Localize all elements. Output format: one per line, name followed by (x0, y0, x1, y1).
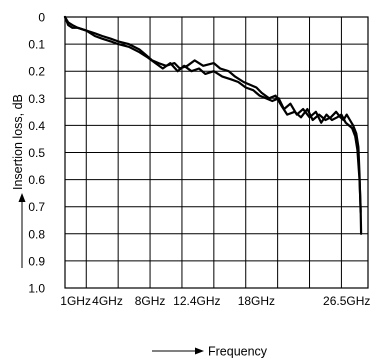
y-tick-label: 0.1 (28, 38, 45, 52)
plot-frame (64, 16, 369, 289)
y-tick-label: 0.6 (28, 173, 45, 187)
x-tick-label: 26.5GHz (323, 294, 370, 308)
series-layer (63, 15, 363, 235)
y-tick-labels: 0 0.1 0.2 0.3 0.4 0.5 0.6 0.7 0.8 0.9 1.0 (28, 11, 45, 296)
y-axis-label-group: Insertion loss, dB (11, 94, 26, 268)
y-tick-label: 0.2 (28, 65, 45, 79)
series-line (63, 15, 362, 214)
x-tick-label: 4GHz (92, 294, 123, 308)
y-tick-label: 0.5 (28, 146, 45, 160)
y-tick-label: 0.7 (28, 200, 45, 214)
x-tick-labels: 1GHz 4GHz 8GHz 12.4GHz 18GHz 26.5GHz (60, 294, 370, 308)
x-tick-label: 1GHz (60, 294, 91, 308)
y-tick-label: 0.9 (28, 254, 45, 268)
y-tick-label: 1.0 (28, 282, 45, 296)
x-axis-label: Frequency (208, 345, 268, 359)
y-axis-label: Insertion loss, dB (11, 94, 25, 190)
x-tick-label: 18GHz (238, 294, 275, 308)
y-tick-label: 0.8 (28, 227, 45, 241)
x-gridlines (85, 17, 342, 288)
y-tick-label: 0 (38, 11, 45, 25)
x-tick-label: 8GHz (135, 294, 166, 308)
y-gridlines (65, 16, 368, 289)
y-tick-label: 0.4 (28, 119, 45, 133)
y-axis-arrow-icon (18, 193, 26, 202)
x-tick-label: 12.4GHz (173, 294, 220, 308)
x-axis-arrow-icon (195, 347, 204, 355)
series-line (63, 15, 363, 235)
y-tick-label: 0.3 (28, 92, 45, 106)
x-axis-label-group: Frequency (152, 345, 268, 359)
